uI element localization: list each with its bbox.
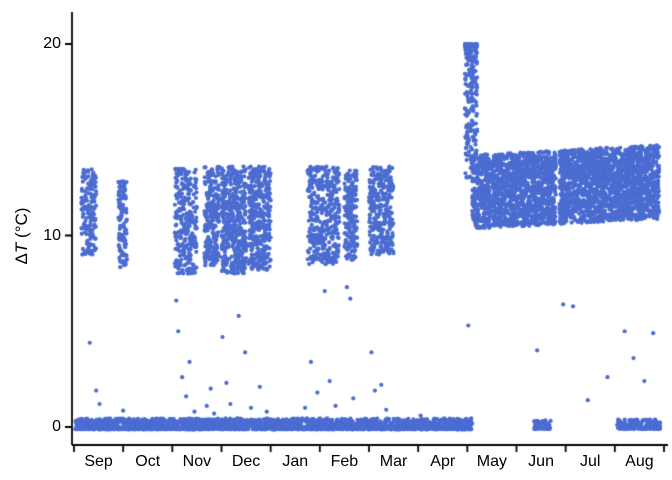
y-axis-label-delta: Δ <box>12 253 31 265</box>
x-tick-label-apr: Apr <box>430 453 456 470</box>
x-tick-label-may: May <box>476 453 508 470</box>
x-tick-label-sep: Sep <box>84 453 113 470</box>
x-tick-label-mar: Mar <box>379 453 408 470</box>
y-tick-label-20: 20 <box>43 35 61 52</box>
x-tick-label-oct: Oct <box>135 453 161 470</box>
x-tick-label-dec: Dec <box>231 453 261 470</box>
x-tick-label-jul: Jul <box>580 453 601 470</box>
x-tick-label-aug: Aug <box>625 453 654 470</box>
y-tick-label-10: 10 <box>43 226 61 244</box>
x-tick-label-jun: Jun <box>528 453 554 470</box>
x-tick-label-nov: Nov <box>182 453 212 470</box>
x-tick-label-feb: Feb <box>330 453 359 470</box>
y-tick-label-0: 0 <box>52 418 61 435</box>
x-tick-label-jan: Jan <box>282 453 309 470</box>
